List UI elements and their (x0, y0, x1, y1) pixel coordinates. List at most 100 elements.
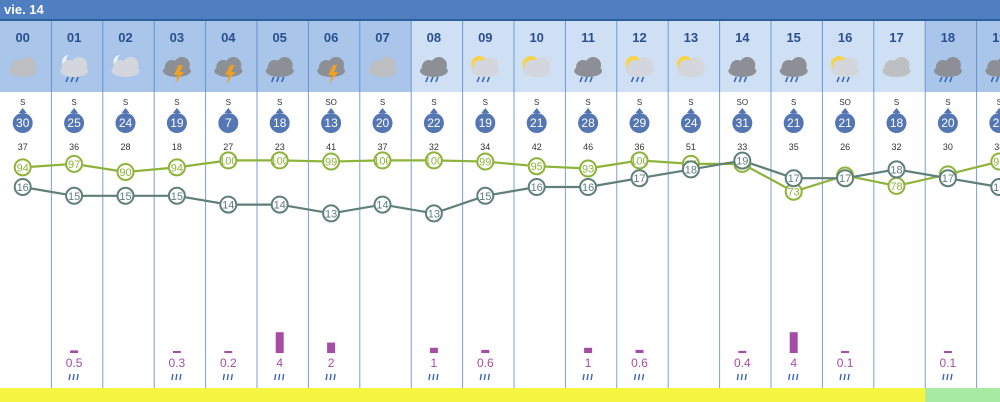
gust-value: 28 (120, 142, 130, 152)
raindrop-shape (483, 373, 486, 381)
wind-speed-circle (12, 113, 33, 133)
precip-bar (172, 351, 181, 353)
humidity-point (65, 154, 84, 173)
wind-speed-circle (218, 113, 239, 133)
sun-rain-icon (471, 56, 500, 83)
hour-cell-bg (873, 21, 926, 92)
wind-direction-label: S (534, 98, 539, 107)
raindrop-shape (738, 76, 743, 83)
bottom-band-cell (0, 388, 52, 402)
wind-arrow-icon (892, 108, 901, 113)
gust-value: 36 (69, 142, 79, 152)
wind-direction-label: S (637, 98, 642, 107)
storm-icon (214, 57, 243, 84)
humidity-label: 90 (119, 167, 131, 179)
precip-value: 1 (431, 356, 438, 370)
raindrop-shape (637, 373, 641, 381)
hour-label: 04 (221, 30, 236, 45)
humidity-point (990, 152, 1000, 171)
wind-speed-value: 20 (376, 116, 390, 130)
temperature-label: 15 (119, 191, 131, 203)
temperature-label: 16 (531, 182, 543, 194)
temperature-label: 15 (479, 191, 491, 203)
humidity-point (476, 152, 495, 171)
hour-label: 19 (992, 30, 1000, 45)
cloud-shape (19, 57, 36, 73)
cloud-shape (636, 57, 653, 73)
wind-direction-label: S (894, 98, 899, 107)
sun-cloud-icon (522, 56, 551, 77)
rain-icon (728, 57, 757, 83)
wind-speed-circle (372, 113, 393, 133)
raindrop-shape (75, 76, 79, 83)
wind-speed-value: 20 (941, 116, 955, 130)
humidity-point (373, 151, 392, 170)
rain-drops-icon (428, 373, 439, 381)
cloud-shape (276, 57, 293, 73)
cloud-shape (842, 57, 859, 73)
gust-value: 27 (223, 142, 233, 152)
lightning-shape (173, 65, 184, 84)
humidity-label: 99 (325, 157, 337, 169)
bottom-band-cell (822, 388, 875, 402)
wind-arrow-icon (584, 108, 593, 113)
raindrop-shape (843, 373, 846, 381)
rain-drops-icon (736, 373, 747, 381)
wind-arrow-icon (429, 108, 438, 113)
gust-value: 37 (18, 142, 28, 152)
precip-value: 1 (585, 356, 592, 370)
gust-value: 38 (994, 142, 1000, 152)
humidity-label: 94 (17, 162, 29, 174)
raindrop-shape (436, 373, 439, 381)
day-label: vie. 14 (4, 2, 44, 17)
raindrop-shape (72, 373, 75, 381)
precip-value: 0.6 (477, 356, 494, 370)
wind-speed-circle (64, 113, 85, 133)
wind-direction-label: S (226, 98, 231, 107)
temperature-label: 16 (17, 182, 29, 194)
wind-speed-value: 30 (16, 116, 30, 130)
wind-speed-circle (937, 113, 958, 133)
temperature-point (579, 178, 598, 196)
temperature-label: 17 (633, 173, 645, 185)
precip-value: 0.2 (220, 356, 237, 370)
wind-speed-value: 24 (119, 116, 133, 130)
wind-speed-value: 21 (530, 116, 544, 130)
bottom-band-cell (925, 388, 978, 402)
humidity-label: 100 (425, 155, 443, 167)
rain-drops-icon (839, 373, 850, 381)
rain-drops-icon (325, 373, 336, 381)
bottom-band-cell (308, 388, 361, 402)
cloud-shape (71, 57, 88, 73)
temperature-point (733, 151, 752, 170)
raindrop-shape (432, 373, 435, 381)
wind-speed-circle (166, 113, 187, 133)
temperature-point (784, 169, 803, 188)
cloud-shape (533, 57, 550, 73)
precip-bar (429, 347, 438, 353)
raindrop-shape (481, 76, 486, 83)
raindrop-shape (740, 373, 743, 381)
humidity-point (167, 158, 186, 177)
raindrop-shape (65, 76, 69, 83)
temperature-label: 17 (788, 173, 800, 185)
precip-value: 0.6 (631, 356, 648, 370)
precip-bar (738, 350, 747, 353)
rain-drops-icon (274, 373, 285, 381)
gust-value: 32 (429, 142, 439, 152)
wind-arrow-icon (995, 108, 1000, 113)
wind-arrow-icon (635, 108, 644, 113)
gust-value: 30 (943, 142, 953, 152)
temperature-point (938, 169, 957, 188)
rain-drops-icon (171, 373, 182, 381)
cloudy-icon (368, 57, 397, 77)
precip-value: 0.1 (940, 356, 957, 370)
raindrop-shape (836, 76, 840, 83)
cloudy-icon (882, 57, 911, 77)
wind-arrow-icon (275, 108, 284, 113)
temperature-point (887, 160, 906, 179)
raindrop-shape (640, 76, 645, 83)
wind-direction-label: S (791, 98, 796, 107)
raindrop-shape (942, 373, 945, 381)
rain-drops-icon (479, 373, 490, 381)
